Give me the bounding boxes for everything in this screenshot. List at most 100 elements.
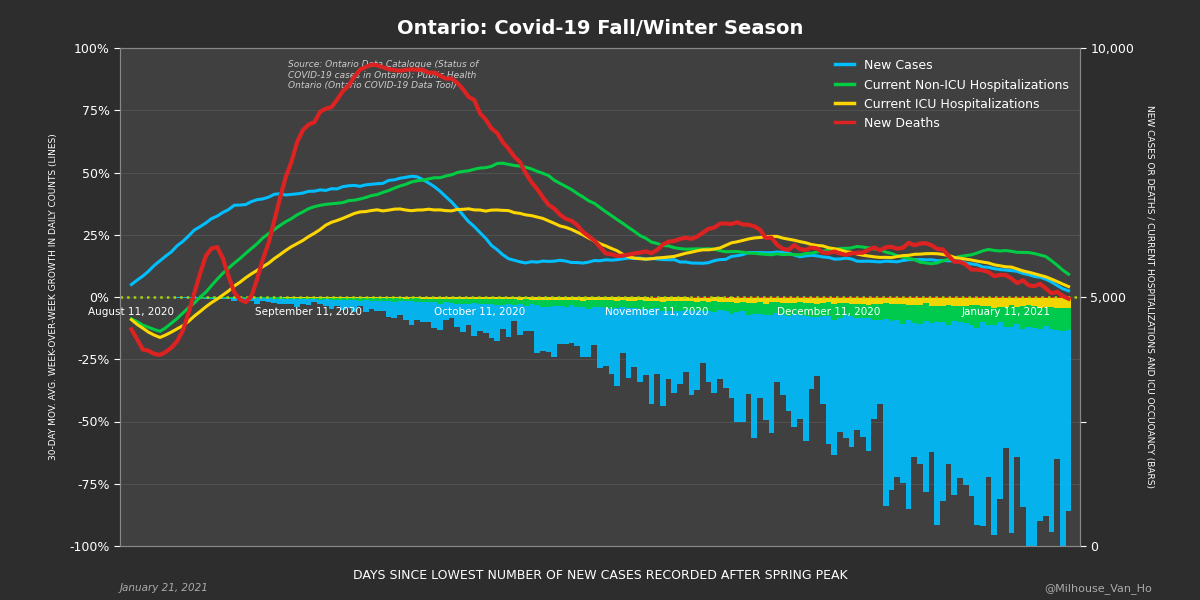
Bar [528,297,534,300]
Bar [614,297,620,308]
Bar [952,297,958,322]
Text: DAYS SINCE LOWEST NUMBER OF NEW CASES RECORDED AFTER SPRING PEAK: DAYS SINCE LOWEST NUMBER OF NEW CASES RE… [353,569,847,583]
Bar [403,297,408,301]
Bar [768,297,774,298]
Bar [580,297,586,301]
Text: January 11, 2021: January 11, 2021 [961,307,1050,317]
Bar [437,297,443,304]
Bar [232,297,238,298]
Bar [329,297,335,300]
Bar [935,297,940,525]
Bar [1008,297,1014,326]
Bar [820,297,826,303]
Bar [660,297,666,406]
Bar [232,297,238,301]
Bar [569,297,575,343]
Bar [637,297,643,301]
Bar [722,297,728,388]
Bar [968,297,974,325]
Bar [557,297,563,307]
Bar [883,297,888,506]
Bar [768,297,774,315]
Bar [991,297,997,325]
Bar [883,297,888,319]
Bar [488,297,494,338]
Title: Ontario: Covid-19 Fall/Winter Season: Ontario: Covid-19 Fall/Winter Season [397,19,803,38]
Bar [1032,297,1037,328]
Bar [306,297,312,298]
Bar [1037,297,1043,298]
Bar [952,297,958,298]
Bar [763,297,768,421]
Bar [180,297,186,298]
Bar [757,297,763,298]
Bar [488,297,494,299]
Bar [575,297,580,307]
Bar [832,297,838,298]
Bar [362,297,368,298]
Bar [888,297,894,321]
Bar [362,297,368,300]
Bar [815,297,820,376]
Bar [774,297,780,382]
Legend: New Cases, Current Non-ICU Hospitalizations, Current ICU Hospitalizations, New D: New Cases, Current Non-ICU Hospitalizati… [830,54,1074,135]
Bar [677,297,683,311]
Y-axis label: 30-DAY MOV. AVG. WEEK-OVER-WEEK GROWTH IN DAILY COUNTS (LINES): 30-DAY MOV. AVG. WEEK-OVER-WEEK GROWTH I… [49,134,58,460]
Bar [832,297,838,304]
Bar [391,297,397,298]
Bar [260,297,265,298]
Bar [974,297,980,328]
Bar [575,297,580,346]
Bar [552,297,557,300]
Bar [443,297,449,302]
Bar [968,297,974,298]
Bar [552,297,557,357]
Bar [1060,297,1066,298]
Bar [546,297,552,300]
Bar [997,297,1003,499]
Bar [1020,297,1026,329]
Bar [906,297,912,509]
Bar [265,297,271,298]
Bar [312,297,317,302]
Bar [826,297,832,298]
Bar [985,297,991,325]
Bar [718,297,722,302]
Bar [768,297,774,302]
Bar [962,297,968,323]
Bar [455,297,460,327]
Bar [1014,297,1020,298]
Bar [598,297,602,307]
Bar [625,297,631,308]
Bar [1020,297,1026,306]
Bar [306,297,312,305]
Bar [437,297,443,299]
Bar [757,297,763,398]
Bar [460,297,466,332]
Bar [997,297,1003,298]
Bar [900,297,906,323]
Bar [265,297,271,302]
Bar [706,297,712,302]
Bar [254,297,260,304]
Bar [985,297,991,306]
Bar [432,297,437,299]
Bar [838,297,842,318]
Bar [860,297,865,437]
Bar [745,297,751,315]
Bar [751,297,757,439]
Bar [706,297,712,382]
Bar [220,297,226,299]
Bar [917,297,923,298]
Bar [523,297,528,331]
Bar [620,297,625,307]
Bar [494,297,500,299]
Bar [871,297,877,419]
Bar [238,297,242,298]
Bar [1043,297,1049,307]
Bar [654,297,660,301]
Bar [335,297,340,298]
Bar [1003,297,1008,327]
Bar [1032,297,1037,306]
Bar [277,297,283,299]
